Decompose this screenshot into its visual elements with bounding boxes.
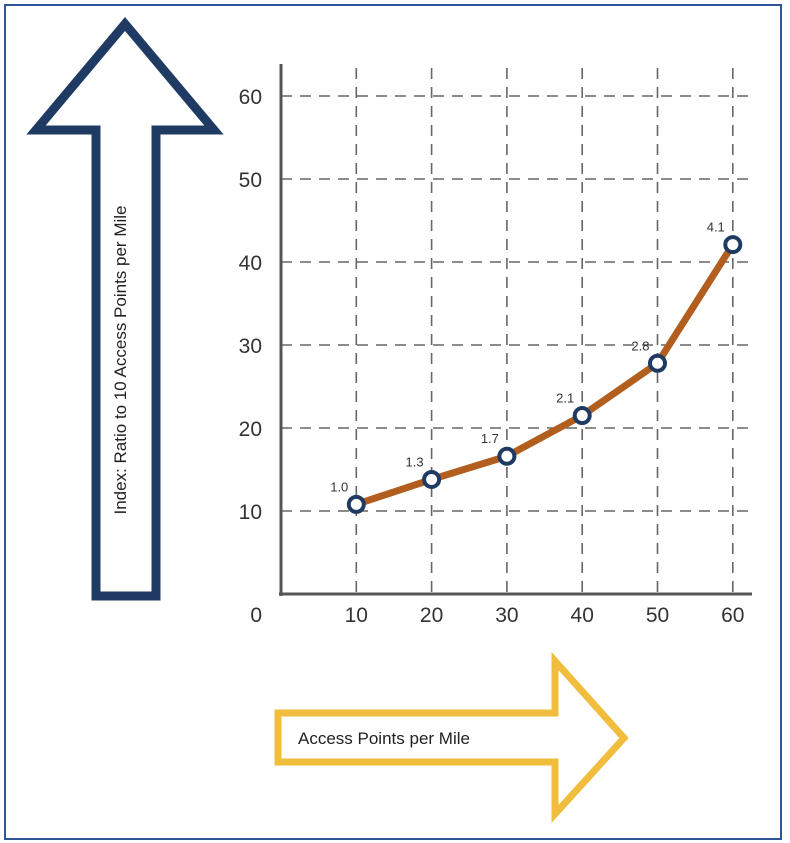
x-tick-label-20: 20	[420, 604, 443, 627]
y-tick-label-10: 10	[239, 501, 262, 524]
point-label-10: 1.0	[330, 479, 348, 494]
y-tick-label-50: 50	[239, 169, 262, 192]
series-path	[352, 241, 737, 508]
point-label-50: 2.8	[631, 338, 649, 353]
data-point-50	[648, 353, 667, 373]
y-tick-label-60: 60	[239, 86, 262, 109]
data-points	[346, 235, 743, 514]
y-tick-label-30: 30	[239, 335, 262, 358]
point-label-40: 2.1	[556, 391, 574, 406]
data-point-60	[723, 235, 743, 255]
point-label-20: 1.3	[406, 454, 424, 469]
x-axis-arrow: Access Points per Mile	[274, 651, 629, 824]
point-label-60: 4.1	[707, 220, 725, 235]
data-point-20	[422, 469, 442, 489]
x-tick-label-10: 10	[345, 604, 368, 627]
data-point-30	[497, 446, 517, 466]
y-arrow-shape	[26, 17, 224, 601]
x-arrow-shape	[274, 651, 629, 824]
axes	[279, 64, 752, 596]
y-tick-label-0: 0	[250, 604, 262, 627]
y-tick-label-20: 20	[239, 418, 262, 441]
y-tick-label-40: 40	[239, 252, 262, 275]
data-point-40	[572, 406, 592, 426]
x-tick-label-50: 50	[646, 604, 669, 627]
tick-labels: 0 10 20 30 40 50 60 10 20 30 40 50 60	[239, 86, 745, 627]
series-line	[352, 241, 737, 508]
x-tick-label-60: 60	[721, 604, 744, 627]
point-labels: 1.0 1.3 1.7 2.1 2.8 4.1	[330, 220, 725, 495]
x-tick-label-40: 40	[571, 604, 594, 627]
x-tick-label-30: 30	[495, 604, 518, 627]
data-point-10	[346, 494, 366, 514]
y-axis-arrow: Index: Ratio to 10 Access Points per Mil…	[26, 17, 224, 601]
y-axis-label: Index: Ratio to 10 Access Points per Mil…	[111, 206, 130, 515]
x-axis-label: Access Points per Mile	[298, 729, 470, 748]
point-label-30: 1.7	[481, 431, 499, 446]
